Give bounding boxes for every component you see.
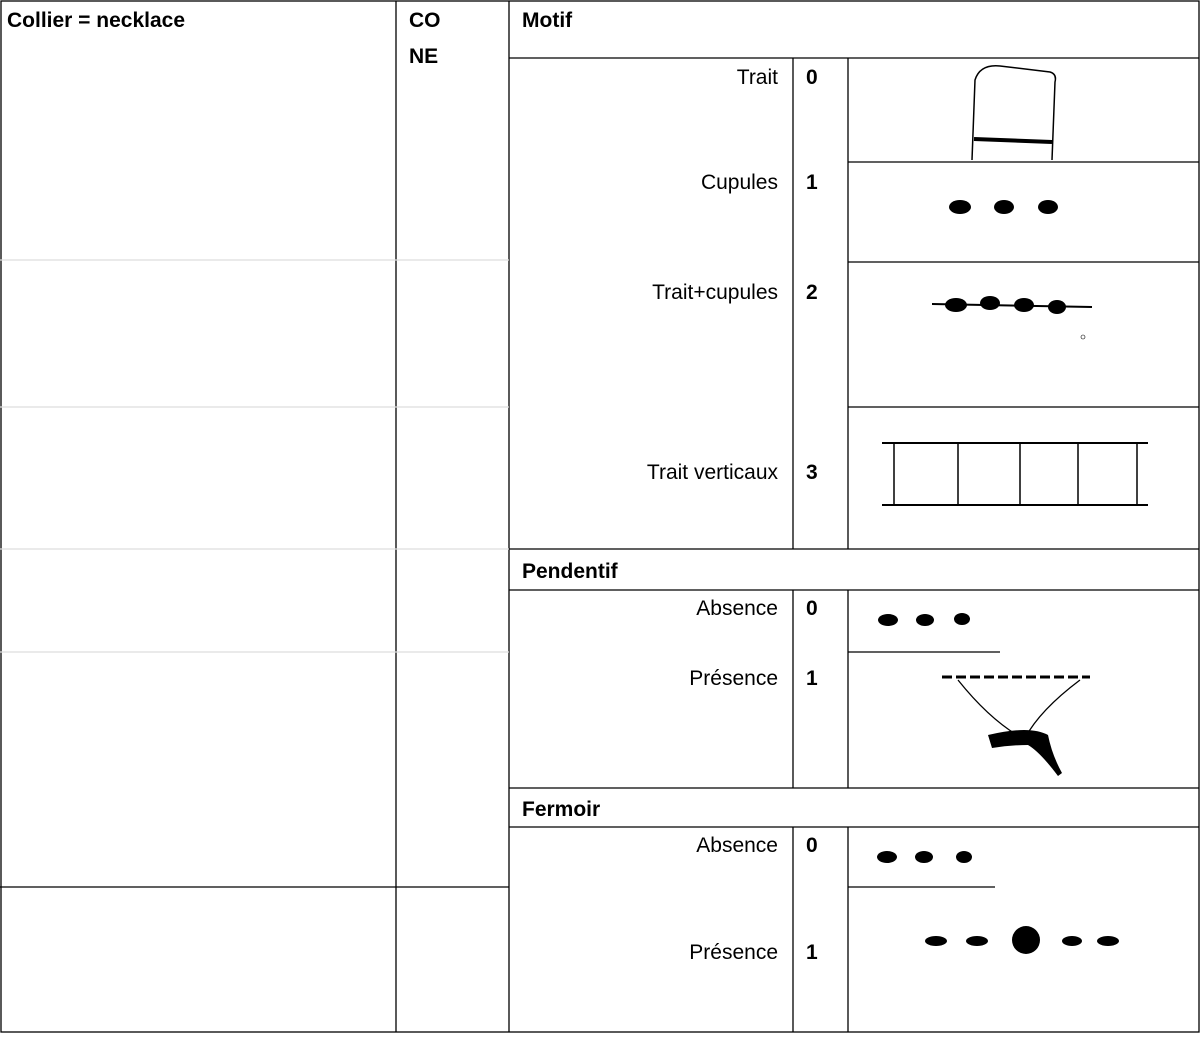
row-label: Trait (736, 66, 778, 89)
row-code: 1 (806, 941, 818, 964)
row-label: Absence (696, 834, 778, 857)
section-title: Fermoir (522, 798, 601, 821)
row-label: Trait+cupules (652, 281, 778, 304)
section-title: Pendentif (522, 560, 618, 583)
row-code: 0 (806, 597, 818, 620)
row-code: 3 (806, 461, 818, 484)
row-label: Présence (689, 667, 778, 690)
row-code: 0 (806, 834, 818, 857)
row-code: 1 (806, 171, 818, 194)
row-label: Présence (689, 941, 778, 964)
column-header: Collier = necklace (7, 9, 186, 32)
section-title: Motif (522, 9, 573, 32)
row-label: Cupules (700, 171, 778, 194)
column-header: CO (409, 9, 441, 32)
column-header: NE (409, 45, 439, 68)
row-label: Trait verticaux (646, 461, 778, 484)
row-code: 0 (806, 66, 818, 89)
row-label: Absence (696, 597, 778, 620)
row-code: 1 (806, 667, 818, 690)
row-code: 2 (806, 281, 818, 304)
